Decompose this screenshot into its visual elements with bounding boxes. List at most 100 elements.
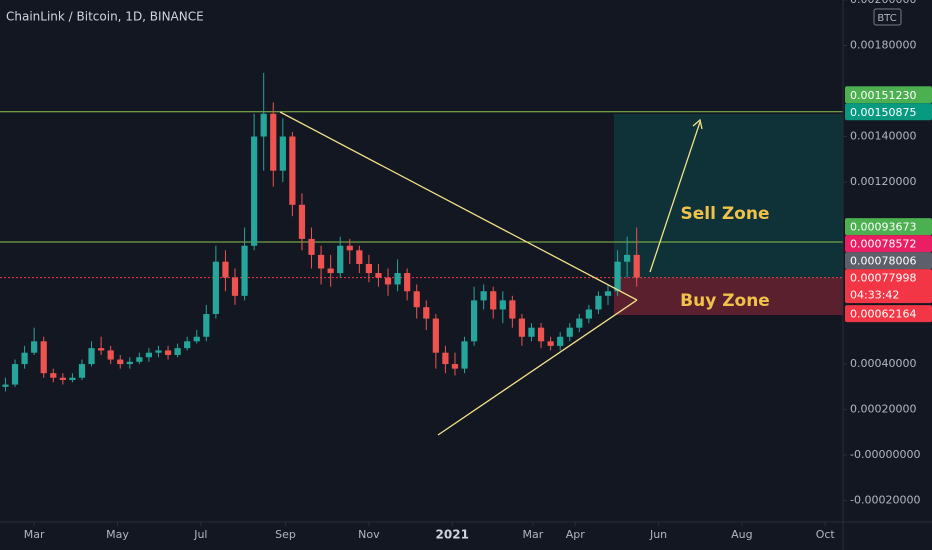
sell-zone	[614, 114, 843, 278]
y-tick-label: -0.00020000	[850, 494, 920, 507]
candle-body	[442, 352, 449, 365]
price-label-box	[845, 86, 932, 104]
candles	[2, 72, 640, 392]
candle-body	[270, 113, 277, 171]
x-tick-label: Sep	[275, 528, 296, 541]
candle-body	[423, 307, 430, 319]
candle-body	[365, 263, 373, 274]
candle-body	[404, 273, 411, 292]
x-tick-label: May	[106, 528, 129, 541]
price-label: 0.00078006	[850, 255, 916, 268]
candle-body	[117, 359, 124, 365]
candle-body	[432, 318, 439, 353]
y-tick-label: 0.00140000	[850, 130, 916, 143]
annotation: Buy Zone	[680, 291, 770, 311]
price-label-box	[845, 103, 932, 121]
price-label-box	[845, 218, 932, 236]
candle-body	[547, 341, 554, 346]
candle-body	[566, 327, 573, 337]
x-tick-label: Mar	[24, 528, 45, 541]
price-label: 0.00151230	[850, 89, 916, 102]
candle-body	[155, 350, 162, 353]
x-tick-label: Nov	[358, 528, 380, 541]
candle-body	[203, 314, 210, 337]
candle-body	[11, 364, 19, 385]
candle-body	[59, 377, 66, 381]
candle-body	[537, 327, 545, 342]
price-label: 0.00150875	[850, 106, 916, 119]
price-label-box	[845, 269, 932, 304]
y-tick-label: 0.00120000	[850, 175, 916, 188]
price-timer: 04:33:42	[850, 289, 899, 302]
price-label-box	[845, 305, 932, 323]
arrow	[649, 121, 701, 273]
candle-body	[451, 364, 459, 369]
candle-body	[78, 364, 86, 378]
price-label: 0.00093673	[850, 221, 916, 234]
candle-body	[40, 341, 47, 374]
candle-body	[107, 350, 114, 360]
chart-title: ChainLink / Bitcoin, 1D, BINANCE	[6, 10, 204, 24]
candle-body	[337, 245, 344, 274]
candle-body	[136, 357, 143, 362]
y-tick-label: -0.00000000	[850, 448, 920, 461]
axes: 0.00200000 0.00180000 0.00140000 0.00120000…	[24, 0, 932, 542]
candle-body	[557, 336, 564, 346]
plot-area	[0, 111, 843, 315]
currency: BTC	[877, 13, 896, 24]
drawings: Sell Zone Buy Zone	[279, 111, 770, 436]
candle-body	[126, 361, 133, 365]
candle-body	[97, 348, 105, 351]
trend-line	[279, 111, 638, 301]
candle-body	[461, 341, 468, 369]
candle-body	[624, 254, 631, 262]
candle-body	[604, 291, 612, 296]
candle-body	[251, 136, 258, 246]
x-tick-label: Apr	[566, 528, 586, 541]
candle-body	[394, 273, 401, 285]
candle-body	[174, 348, 181, 355]
x-tick-label: Jul	[193, 528, 207, 541]
candle-body	[585, 309, 592, 319]
y-tick-label: 0.00200000	[850, 0, 916, 6]
candle-body	[193, 336, 200, 342]
candle-body	[327, 268, 334, 274]
candle-body	[31, 341, 38, 353]
candle-body	[69, 377, 76, 381]
candle-body	[212, 261, 219, 315]
candle-body	[317, 254, 325, 269]
x-tick-label: Mar	[522, 528, 543, 541]
candle-body	[289, 136, 296, 205]
candle-body	[384, 277, 392, 285]
y-tick-label: 0.00040000	[850, 357, 916, 370]
candle-body	[231, 277, 239, 296]
candle-body	[595, 295, 602, 310]
y-tick-label: 0.00020000	[850, 403, 916, 416]
candle-body	[50, 373, 57, 378]
candle-body	[88, 348, 95, 365]
candle-body	[480, 291, 487, 301]
candle-body	[164, 350, 172, 355]
candle-body	[356, 250, 363, 264]
x-tick-label: Aug	[731, 528, 752, 541]
candle-body	[308, 238, 315, 255]
candle-body	[470, 300, 478, 342]
price-label-box	[845, 252, 932, 270]
price-label-box	[845, 235, 932, 253]
candle-body	[21, 352, 28, 365]
candle-body	[614, 261, 621, 292]
candle-body	[528, 327, 535, 337]
price-label: 0.00062164	[850, 308, 916, 321]
candle-body	[346, 245, 353, 251]
candle-body	[145, 352, 153, 358]
candle-body	[279, 136, 286, 171]
candle-body	[490, 291, 497, 310]
candle-body	[241, 245, 248, 296]
trend-line	[437, 299, 638, 436]
x-tick-label: Oct	[816, 528, 836, 541]
candle-body	[576, 318, 583, 328]
buy-zone	[614, 278, 843, 315]
annotation: Sell Zone	[681, 204, 770, 224]
